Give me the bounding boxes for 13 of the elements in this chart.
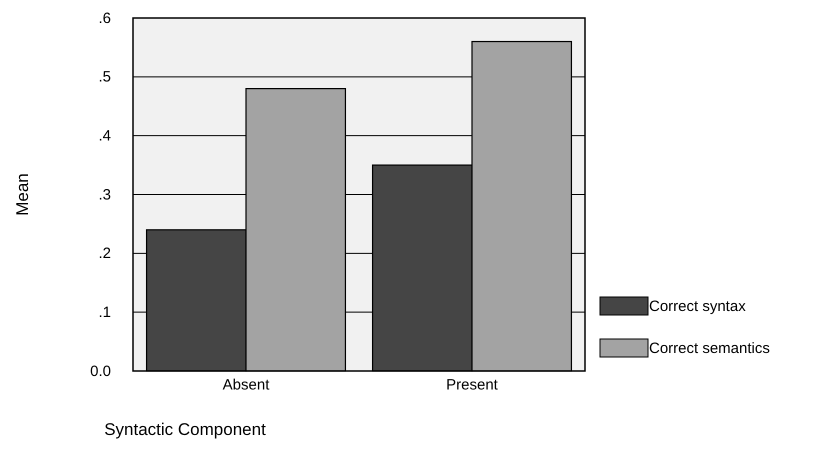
y-tick-label: .2 xyxy=(98,245,111,262)
y-tick-label: .3 xyxy=(98,186,111,204)
legend-label: Correct syntax xyxy=(649,298,746,315)
legend-label: Correct semantics xyxy=(649,340,770,357)
y-tick-label: .6 xyxy=(98,10,111,27)
x-tick-label: Present xyxy=(446,376,499,394)
y-tick-label: .5 xyxy=(98,68,111,86)
y-tick-label: 0.0 xyxy=(90,362,111,380)
y-tick-label: .4 xyxy=(98,127,111,144)
y-axis-title: Mean xyxy=(13,173,32,216)
y-tick-label: .1 xyxy=(98,304,111,321)
x-axis-title: Syntactic Component xyxy=(104,420,266,439)
x-tick-label: Absent xyxy=(222,376,270,394)
